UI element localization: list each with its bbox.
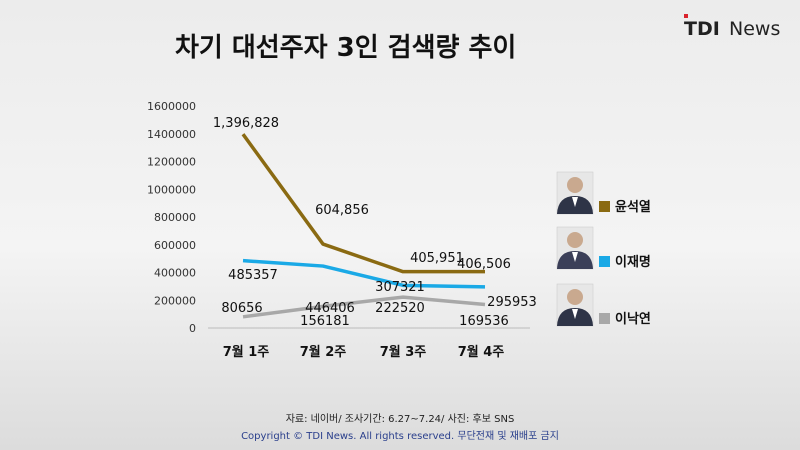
y-tick-label: 1000000 bbox=[147, 183, 196, 196]
source-note: 자료: 네이버/ 조사기간: 6.27~7.24/ 사진: 후보 SNS bbox=[286, 413, 515, 425]
y-tick-label: 1600000 bbox=[147, 100, 196, 113]
y-axis: 1600000 1400000 1200000 1000000 800000 600000… bbox=[147, 100, 196, 335]
data-label: 156181 bbox=[300, 314, 350, 329]
legend-swatch bbox=[599, 313, 610, 324]
legend-swatch bbox=[599, 201, 610, 212]
candidate-photo bbox=[556, 171, 594, 215]
legend-label: 윤석열 bbox=[615, 199, 651, 215]
y-tick-label: 600000 bbox=[154, 239, 196, 252]
chart-title: 차기 대선주자 3인 검색량 추이 bbox=[175, 33, 516, 63]
y-tick-label: 1400000 bbox=[147, 128, 196, 141]
series-line-0 bbox=[241, 133, 486, 274]
data-label: 80656 bbox=[221, 301, 262, 316]
data-label: 406,506 bbox=[457, 257, 511, 272]
logo-news-text: News bbox=[729, 18, 780, 40]
copyright-note: Copyright © TDI News. All rights reserve… bbox=[241, 430, 559, 442]
y-tick-label: 1200000 bbox=[147, 156, 196, 169]
legend-item: 이낙연 bbox=[556, 283, 651, 327]
y-tick-label: 200000 bbox=[154, 294, 196, 307]
x-tick-label: 7월 2주 bbox=[300, 344, 347, 360]
x-tick-label: 7월 4주 bbox=[458, 344, 505, 360]
data-label: 446406 bbox=[305, 301, 355, 316]
x-axis: 7월 1주 7월 2주 7월 3주 7월 4주 bbox=[223, 344, 505, 360]
candidate-photo bbox=[556, 226, 594, 270]
x-tick-label: 7월 1주 bbox=[223, 344, 270, 360]
y-tick-label: 800000 bbox=[154, 211, 196, 224]
data-label: 485357 bbox=[228, 268, 278, 283]
legend-label: 이낙연 bbox=[615, 311, 651, 327]
y-tick-label: 400000 bbox=[154, 267, 196, 280]
candidate-photo bbox=[556, 283, 594, 327]
series-line-1 bbox=[242, 258, 486, 289]
logo-accent-mark bbox=[684, 14, 688, 18]
data-label: 307321 bbox=[375, 280, 425, 295]
data-label: 222520 bbox=[375, 301, 425, 316]
legend-item: 윤석열 bbox=[556, 171, 651, 215]
data-label: 295953 bbox=[487, 295, 537, 310]
tdi-news-logo: TDI News bbox=[684, 14, 780, 40]
series-layer bbox=[241, 133, 486, 319]
x-tick-label: 7월 3주 bbox=[380, 344, 427, 360]
series-line-2 bbox=[242, 295, 486, 319]
data-label: 604,856 bbox=[315, 203, 369, 218]
logo-tdi-text: TDI bbox=[684, 18, 720, 40]
data-label: 405,951 bbox=[410, 251, 464, 266]
data-label: 169536 bbox=[459, 314, 509, 329]
legend-label: 이재명 bbox=[615, 254, 651, 270]
y-tick-label: 0 bbox=[189, 322, 196, 335]
legend-swatch bbox=[599, 256, 610, 267]
legend-item: 이재명 bbox=[556, 226, 651, 270]
data-label: 1,396,828 bbox=[213, 116, 279, 131]
